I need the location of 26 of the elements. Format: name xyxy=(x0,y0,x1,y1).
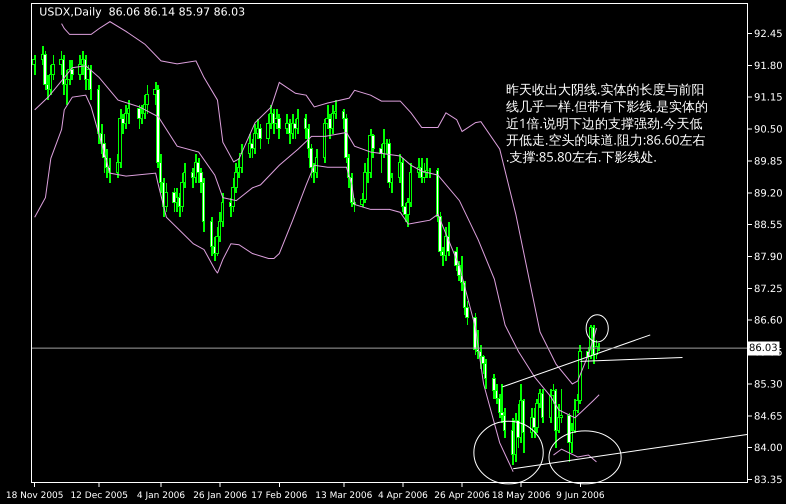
chart-title: USDX,Daily 86.06 86.14 85.97 86.03 xyxy=(39,5,246,18)
x-tick-label: 4 Jan 2006 xyxy=(136,490,186,501)
y-tick-label: 87.90 xyxy=(754,252,783,263)
annotation: 昨天收出大阴线.实体的长度与前阳线几乎一样.但带有下影线.是实体的近1倍.说明下边的支撑强劲.今天低开低走.空头的味道.阻力:86.60左右.支撑:85.80左右.下影线处. xyxy=(506,80,708,166)
y-tick-label: 86.60 xyxy=(754,316,783,327)
y-tick-label: 91.80 xyxy=(754,60,783,72)
y-tick-label: 87.25 xyxy=(754,284,783,295)
y-tick-label: 84.00 xyxy=(754,443,783,454)
y-tick-label: 85.30 xyxy=(754,379,783,390)
y-tick-label: 84.65 xyxy=(754,411,783,422)
x-tick-label: 17 Feb 2006 xyxy=(251,490,308,501)
y-tick-label: 89.20 xyxy=(754,188,783,200)
x-tick-label: 12 Dec 2005 xyxy=(70,490,128,501)
x-tick-label: 4 Apr 2006 xyxy=(378,490,428,501)
x-tick-label: 26 Jan 2006 xyxy=(193,490,248,501)
y-tick-label: 90.50 xyxy=(754,124,783,136)
x-tick-label: 18 Nov 2005 xyxy=(6,490,64,501)
x-tick-label: 26 Apr 2006 xyxy=(434,490,490,501)
y-tick-label: 83.35 xyxy=(754,475,783,486)
y-tick-label: 92.45 xyxy=(754,28,783,40)
y-tick-label: 89.85 xyxy=(754,156,783,168)
x-tick-label: 9 Jun 2006 xyxy=(556,490,605,501)
x-tick-label: 13 Mar 2006 xyxy=(315,490,373,501)
y-tick-label: 91.15 xyxy=(754,92,783,104)
y-tick-label: 88.55 xyxy=(754,220,783,232)
x-tick-label: 18 May 2006 xyxy=(492,490,551,501)
